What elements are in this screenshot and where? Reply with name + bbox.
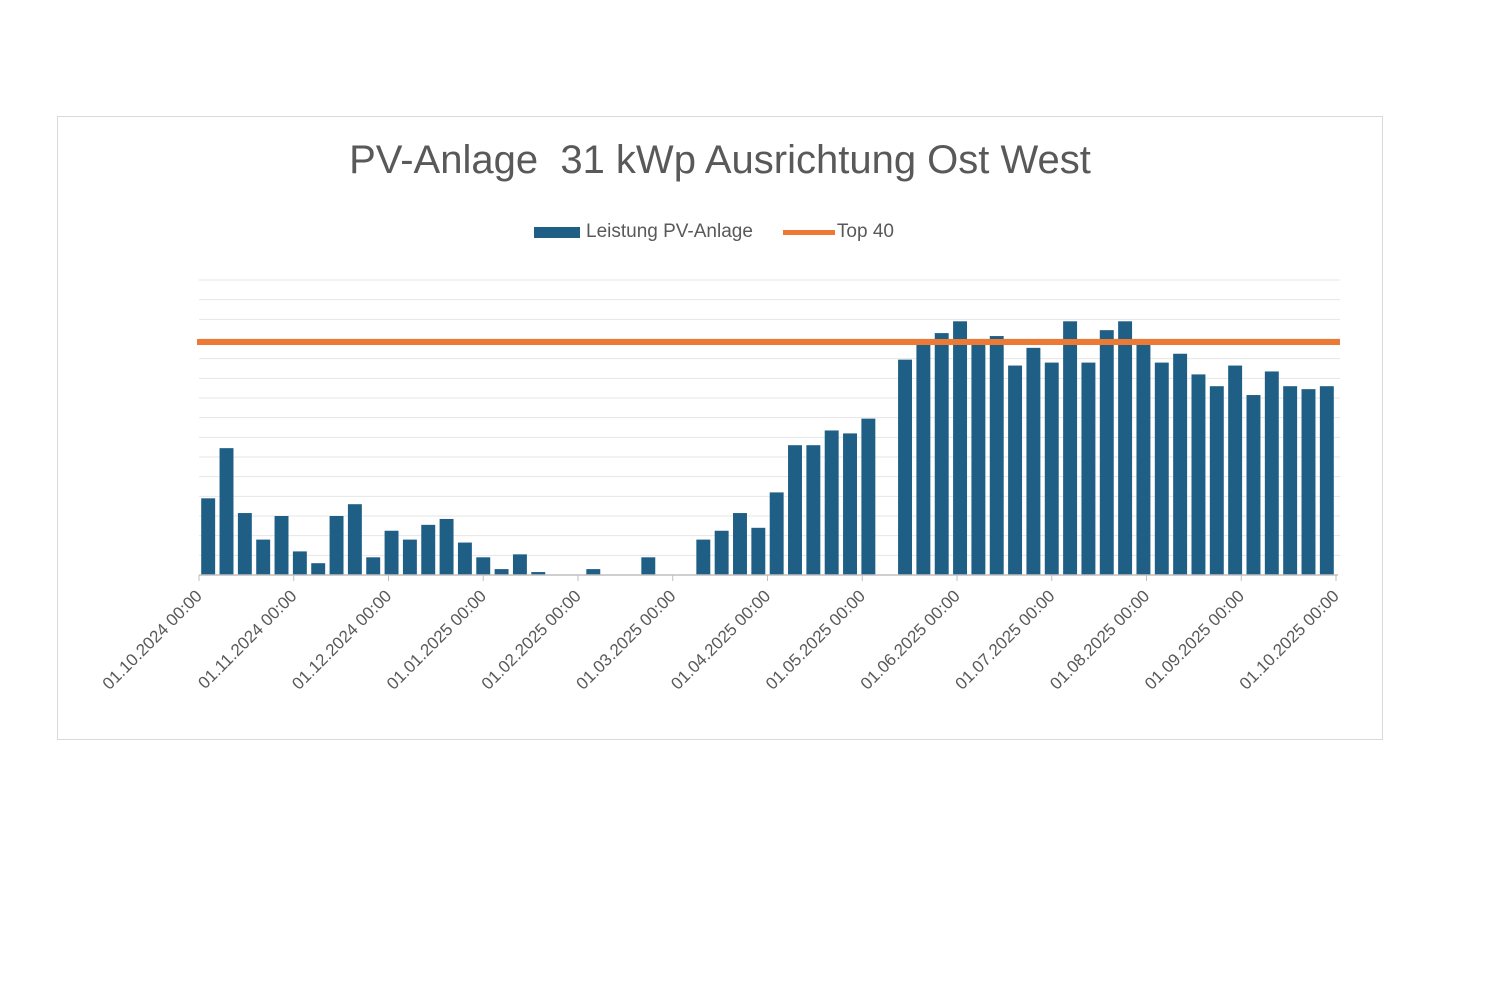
bar — [476, 557, 491, 575]
x-tick-label: 01.05.2025 00:00 — [762, 586, 869, 693]
x-tick-label: 01.11.2024 00:00 — [194, 586, 300, 692]
bar — [1099, 330, 1114, 575]
bar — [1301, 389, 1316, 575]
bar — [1319, 386, 1334, 575]
bar — [329, 516, 344, 575]
bar — [311, 563, 326, 575]
bar — [1209, 386, 1224, 575]
bar — [1136, 341, 1151, 575]
bar — [201, 498, 216, 575]
bar — [1118, 321, 1133, 575]
bar — [1191, 374, 1206, 575]
bar — [256, 539, 271, 575]
x-tick-label: 01.06.2025 00:00 — [857, 586, 964, 693]
bar — [1173, 353, 1188, 575]
bar — [953, 321, 968, 575]
bar — [494, 569, 509, 575]
bar — [1154, 362, 1169, 575]
bar — [457, 542, 472, 575]
bar — [531, 572, 546, 575]
bars-pv — [201, 321, 1334, 575]
bar — [1228, 365, 1243, 575]
bar — [714, 530, 729, 575]
bar — [1081, 362, 1096, 575]
bar — [274, 516, 289, 575]
bar — [1044, 362, 1059, 575]
x-axis — [198, 574, 1338, 581]
legend-swatch-top40 — [782, 229, 835, 235]
bar — [989, 336, 1004, 575]
bar — [916, 344, 931, 575]
gridlines — [199, 279, 1340, 556]
legend-label-pv: Leistung PV-Anlage — [586, 221, 753, 242]
x-tick-label: 01.08.2025 00:00 — [1046, 586, 1153, 693]
x-tick-label: 01.04.2025 00:00 — [667, 586, 774, 693]
bar — [843, 433, 857, 575]
bar — [421, 524, 436, 575]
bar — [402, 539, 417, 575]
bar — [1264, 371, 1279, 575]
bar — [237, 513, 252, 575]
bar — [347, 504, 362, 575]
x-tick-label: 01.12.2024 00:00 — [288, 586, 395, 693]
bar — [769, 492, 784, 575]
x-tick-label: 01.03.2025 00:00 — [573, 586, 680, 693]
legend-label-top40: Top 40 — [836, 221, 894, 242]
x-tick-label: 01.10.2024 00:00 — [99, 586, 206, 693]
bar — [751, 527, 766, 575]
bar — [512, 554, 527, 575]
bar — [806, 445, 821, 575]
bar — [292, 551, 307, 575]
bar — [641, 557, 656, 575]
bar — [971, 341, 986, 575]
bar — [384, 530, 399, 575]
legend: Leistung PV-Anlage Top 40 — [534, 219, 924, 245]
bar — [788, 445, 802, 575]
bar — [733, 513, 747, 575]
bar — [1246, 395, 1261, 575]
legend-swatch-pv — [534, 226, 580, 238]
bar — [824, 430, 839, 575]
x-tick-label: 01.09.2025 00:00 — [1141, 586, 1248, 693]
bar — [1026, 347, 1041, 575]
bar — [1063, 321, 1078, 575]
bar — [366, 557, 381, 575]
x-tick-label: 01.07.2025 00:00 — [952, 586, 1059, 693]
bar — [1283, 386, 1298, 575]
bar — [586, 569, 601, 575]
legend-item-pv: Leistung PV-Anlage — [534, 221, 753, 243]
bar — [861, 418, 876, 575]
bar — [898, 359, 913, 575]
bar — [219, 448, 234, 575]
x-tick-label: 01.01.2025 00:00 — [383, 586, 490, 693]
x-tick-label: 01.02.2025 00:00 — [478, 586, 585, 693]
bar — [934, 333, 949, 575]
legend-item-top40: Top 40 — [782, 221, 894, 243]
bar — [439, 518, 454, 575]
bar — [696, 539, 711, 575]
bar — [1008, 365, 1023, 575]
x-tick-label: 01.10.2025 00:00 — [1236, 586, 1343, 693]
chart-title: PV-Anlage 31 kWp Ausrichtung Ost West — [349, 138, 1091, 182]
